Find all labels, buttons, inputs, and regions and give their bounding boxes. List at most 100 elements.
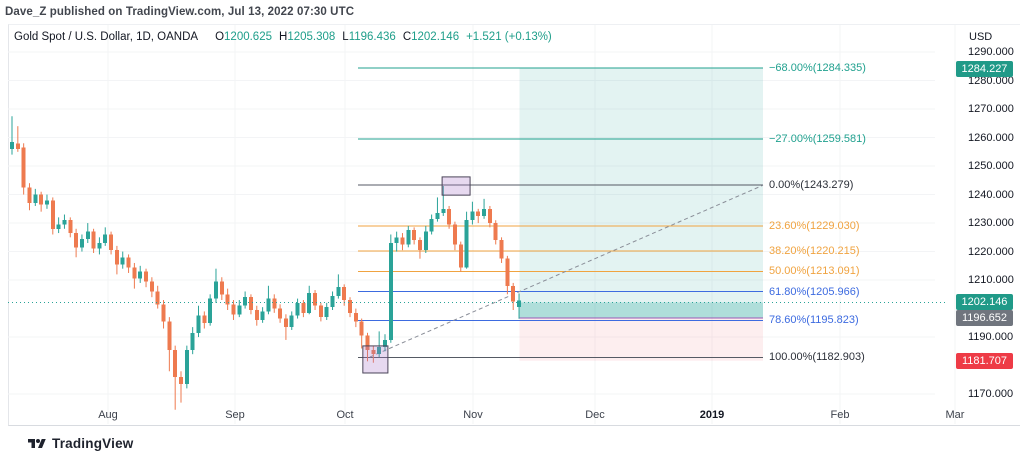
low-value: 1196.436 [348,31,396,43]
candle [487,205,492,228]
fib-level-label: 23.60%(1229.030) [769,219,860,232]
price-tick-label: 1260.000 [968,131,1014,144]
candle [336,274,341,299]
candle [85,223,90,244]
candle [435,197,440,222]
fib-level-label: 78.60%(1195.823) [769,314,859,327]
fib-level-label: −68.00%(1284.335) [769,62,866,75]
candle [307,285,312,315]
candle [295,298,300,319]
candle [126,254,131,273]
fib-level-label: 0.00%(1243.279) [769,179,854,192]
candle [482,198,487,219]
candle [511,282,516,310]
time-tick-label: 2019 [699,409,725,421]
tradingview-logo-icon [28,438,46,448]
highlight-box[interactable] [441,176,471,196]
candle [406,225,411,248]
price-axis-badge: 1196.652 [956,310,1013,327]
candle [301,300,306,318]
profit-region [519,68,763,319]
change-value: +1.521 (+0.13%) [466,31,552,43]
loss-region [519,318,763,361]
time-tick-label: Feb [830,409,850,421]
candle [377,331,382,358]
chart-widget-frame [8,24,1020,426]
candle [243,291,248,309]
candle [394,231,399,252]
candle [324,302,329,320]
candle [225,288,230,310]
candle [138,265,143,283]
fib-level-label: 50.00%(1213.091) [769,265,860,278]
candle [266,285,271,315]
candle [132,262,137,289]
candle [423,225,428,253]
candle [144,268,149,288]
candle [44,194,49,209]
symbol-title: Gold Spot / U.S. Dollar, 1D, OANDA [14,31,199,43]
candle [33,188,38,206]
candle [278,304,283,323]
fib-level-label: 38.20%(1220.215) [769,244,860,257]
candle [330,291,335,310]
candle [114,245,119,275]
candle [493,220,498,245]
candle [161,300,166,329]
open-value: 1200.625 [224,31,272,43]
candle [184,345,189,389]
candle [179,371,184,403]
candle [400,233,405,251]
candle [213,268,218,303]
candle [254,305,259,326]
candle [417,237,422,259]
time-tick-label: Mar [945,409,965,421]
candle [313,290,318,310]
price-axis-badge: 1284.227 [956,60,1013,77]
candle [173,345,178,410]
price-tick-label: 1280.000 [968,74,1014,87]
candle [318,302,323,322]
candle [10,116,14,155]
last-close-marker [517,300,522,305]
candle [359,318,364,349]
close-key: C [402,31,412,43]
candle [39,191,44,212]
price-tick-label: 1250.000 [968,160,1014,173]
low-key: L [342,31,349,43]
high-value: 1205.308 [287,31,336,43]
fib-level-label: −27.00%(1259.581) [769,132,866,145]
published-byline: Dave_Z published on TradingView.com, Jul… [5,6,355,18]
candle [289,311,294,330]
candle [68,217,73,238]
candle [155,285,160,309]
tradingview-attribution[interactable]: TradingView [28,436,133,451]
candle [103,227,108,246]
chart-legend[interactable]: Gold Spot / U.S. Dollar, 1D, OANDA O1200.… [14,31,552,43]
candle [260,307,265,323]
candle [27,183,32,211]
open-key: O [215,31,225,43]
candle [21,143,26,195]
candle [447,205,452,229]
candle [441,186,446,216]
tradingview-brand-text: TradingView [52,436,134,451]
candle [109,231,114,255]
candle [517,293,522,319]
candle [348,297,353,318]
trend-line[interactable] [369,184,764,358]
candle [196,305,201,338]
candle [499,237,504,263]
candle [505,255,510,295]
fib-level-label: 61.80%(1205.966) [769,285,860,298]
candle [91,228,96,253]
candle [283,314,288,340]
price-tick-label: 1190.000 [968,331,1014,344]
candle [167,317,172,372]
candle [79,234,84,252]
time-tick-label: Oct [336,409,354,421]
time-tick-label: Aug [98,409,118,421]
candle [248,294,253,315]
highlight-box[interactable] [362,345,389,374]
